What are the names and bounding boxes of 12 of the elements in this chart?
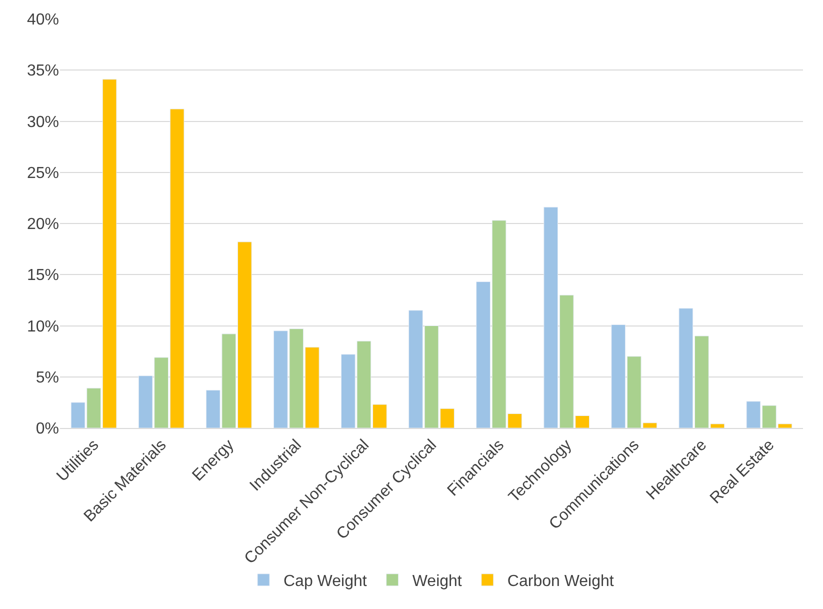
legend-label: Weight	[412, 573, 462, 590]
legend-label: Cap Weight	[284, 573, 368, 590]
y-tick-label: 40%	[26, 12, 59, 29]
legend-label: Carbon Weight	[507, 573, 614, 590]
y-tick-label: 5%	[36, 369, 59, 386]
y-tick-label: 35%	[26, 62, 59, 80]
y-tick-label: 0%	[36, 420, 59, 438]
y-tick-label: 10%	[26, 318, 59, 336]
y-tick-label: 25%	[26, 164, 59, 182]
y-tick-label: 15%	[26, 267, 59, 284]
y-tick-label: 20%	[26, 216, 59, 234]
y-tick-label: 30%	[26, 114, 59, 131]
